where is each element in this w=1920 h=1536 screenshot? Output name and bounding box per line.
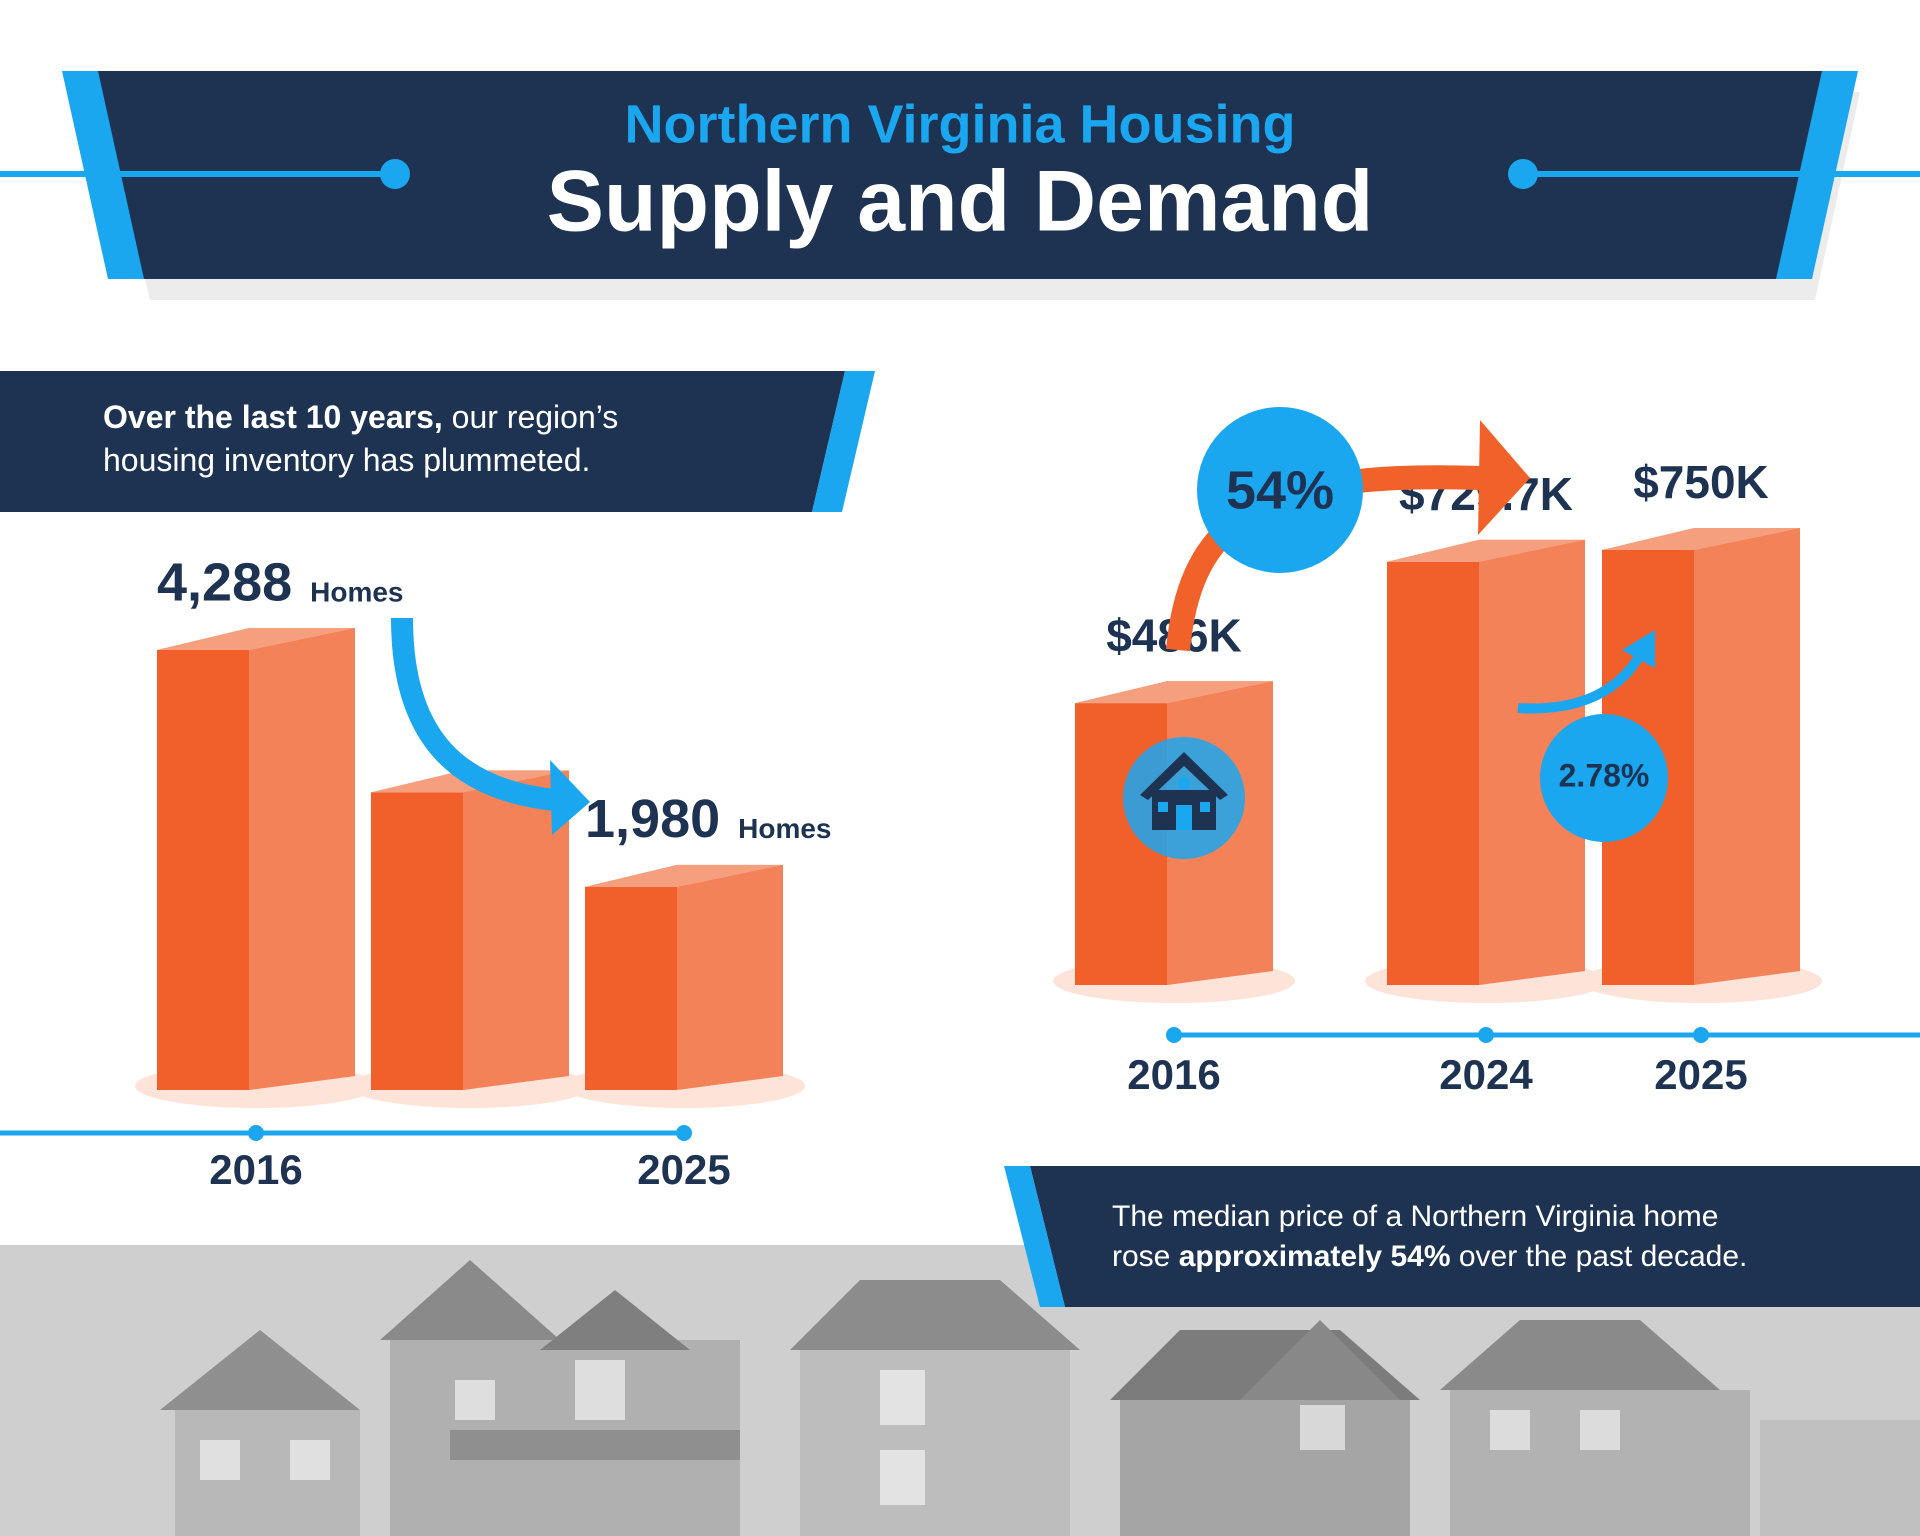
caption-text-part: approximately 54% <box>1179 1240 1451 1273</box>
bar-side <box>677 864 783 1090</box>
bar-side-shade <box>677 864 783 1090</box>
trend-arrow-head <box>1622 630 1655 668</box>
bar-top <box>157 628 355 650</box>
year-label: 2016 <box>1127 1051 1220 1098</box>
bar-side-shade <box>249 628 355 1090</box>
bar-top-shade <box>1387 539 1585 562</box>
caption-text-part: rose <box>1112 1240 1179 1273</box>
header-band <box>92 71 1850 279</box>
header-dot <box>380 159 410 189</box>
caption-text-part: The median price of a Northern Virginia … <box>1112 1200 1718 1233</box>
caption-box <box>1030 1166 1920 1307</box>
timeline-dot <box>1166 1027 1182 1043</box>
bar-side <box>1479 539 1585 985</box>
value-label: $750K <box>1633 456 1769 508</box>
bar <box>585 864 783 1090</box>
house-icon-window <box>1200 802 1210 812</box>
bar-top <box>1602 528 1800 550</box>
caption-accent <box>1004 1166 1065 1307</box>
bar-top <box>1387 539 1585 562</box>
bar-side-shade <box>463 770 569 1090</box>
annotation: 54% <box>1226 460 1334 520</box>
house-icon-roof <box>1140 752 1228 800</box>
trend-arrow-head <box>1478 420 1530 535</box>
caption-text: The median price of a Northern Virginia … <box>1112 1200 1718 1233</box>
bar-top-shade <box>1075 681 1273 704</box>
bar <box>1602 528 1800 985</box>
year-label: 2024 <box>1439 1051 1533 1098</box>
year-label: 2016 <box>209 1146 302 1193</box>
bar-side <box>463 770 569 1090</box>
value-unit: Homes <box>738 813 831 844</box>
timeline-dot <box>248 1125 264 1141</box>
trend-arrow-head <box>550 760 590 835</box>
bar-front <box>1387 561 1479 985</box>
bar-top-shade <box>157 628 355 650</box>
timeline-dot <box>1478 1027 1494 1043</box>
annotation-circle <box>1540 714 1668 842</box>
caption-text: Over the last 10 years, our region’s <box>103 399 618 435</box>
bar-front <box>585 886 677 1090</box>
annotation: 2.78% <box>1559 757 1650 793</box>
bar-side <box>1694 528 1800 985</box>
trend-arrow <box>391 617 557 811</box>
bar-top <box>1075 681 1273 704</box>
year-label: 2025 <box>637 1146 730 1193</box>
value-unit: Homes <box>310 576 403 607</box>
bar <box>371 770 569 1090</box>
timeline-dot <box>676 1125 692 1141</box>
bar-top <box>585 864 783 887</box>
header-subtitle: Supply and Demand <box>547 154 1374 250</box>
houses <box>160 1260 1920 1536</box>
house-icon-window <box>1178 777 1190 789</box>
timeline-dot <box>1693 1027 1709 1043</box>
bar <box>1387 539 1585 985</box>
trend-arrow <box>1517 652 1645 714</box>
value-label: 4,288 <box>157 552 292 612</box>
caption-text-part: over the past decade. <box>1451 1240 1748 1273</box>
caption-text-part: housing inventory has plummeted. <box>103 442 590 478</box>
year-label: 2025 <box>1654 1051 1747 1098</box>
bar <box>157 628 355 1090</box>
value-label: 1,980 <box>585 789 720 849</box>
caption-text: rose approximately 54% over the past dec… <box>1112 1240 1747 1273</box>
bar-top-shade <box>1602 528 1800 550</box>
annotation-circle <box>1197 407 1363 573</box>
house-icon-door <box>1176 805 1192 830</box>
house-icon-window <box>1158 802 1168 812</box>
caption-text-part: Over the last 10 years, <box>103 399 443 435</box>
bar-side <box>249 628 355 1090</box>
bar-top-shade <box>585 864 783 887</box>
bar-side-shade <box>1479 539 1585 985</box>
bar-front <box>371 792 463 1090</box>
header-title: Northern Virginia Housing <box>624 94 1295 154</box>
header-dot <box>1508 159 1538 189</box>
caption-accent <box>812 371 875 512</box>
bar-front <box>157 650 249 1090</box>
caption-text: housing inventory has plummeted. <box>103 442 590 478</box>
caption-text-part: our region’s <box>443 399 619 435</box>
bar-side-shade <box>1694 528 1800 985</box>
caption-box <box>0 371 845 512</box>
